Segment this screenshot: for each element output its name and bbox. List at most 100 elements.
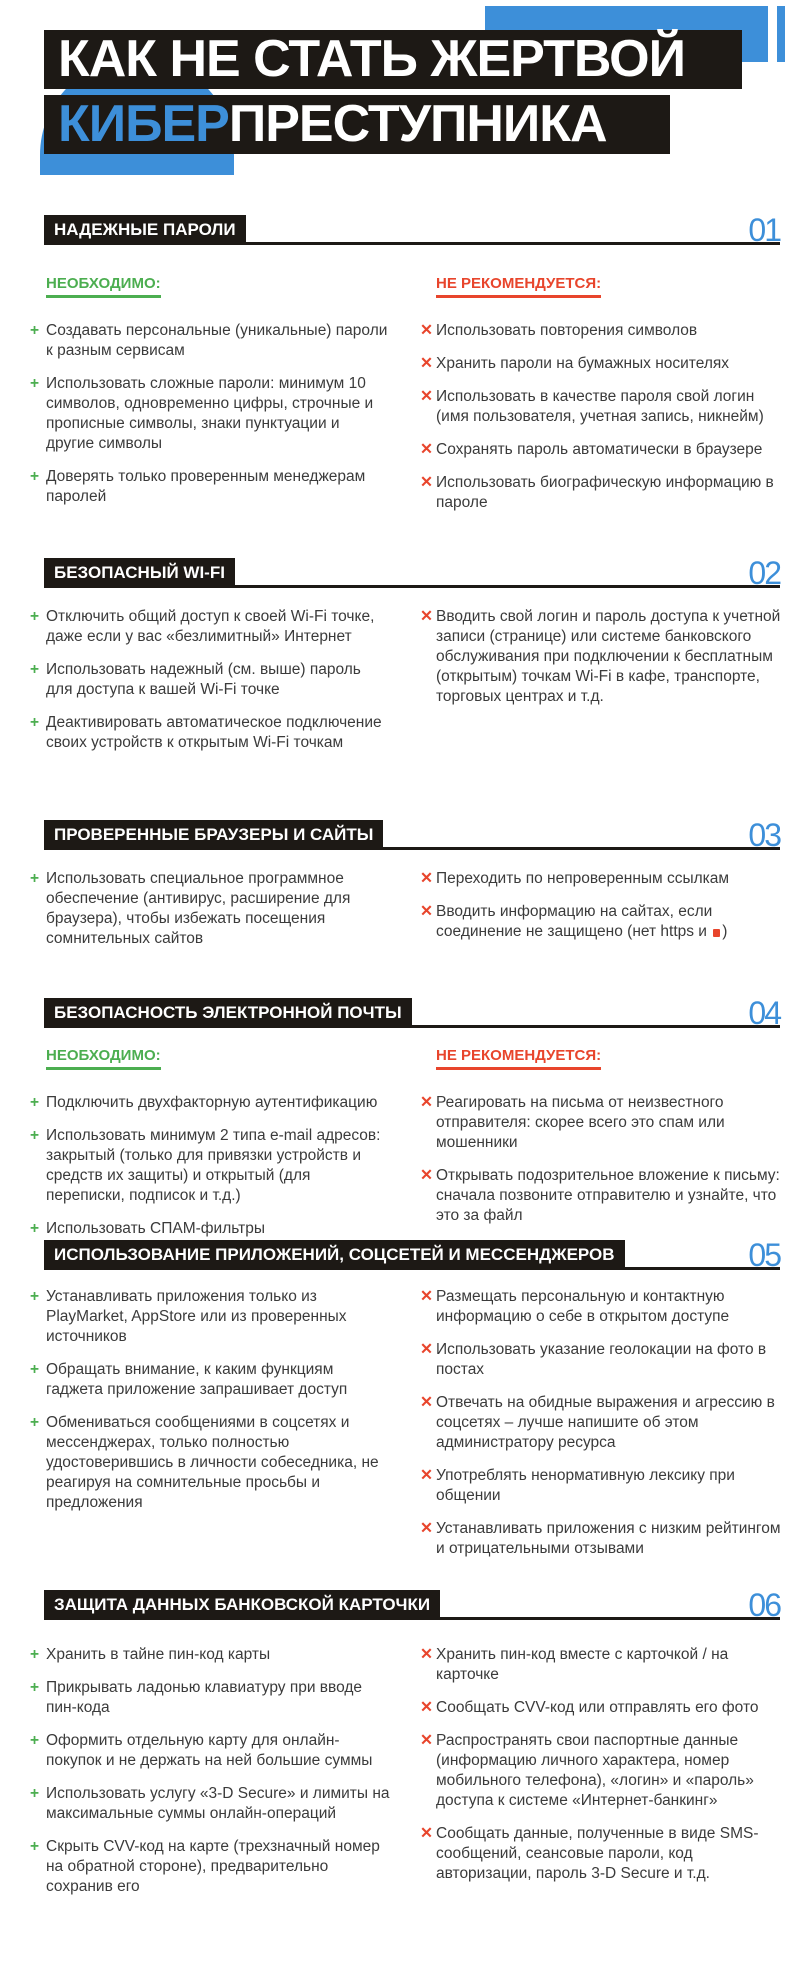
section-header: БЕЗОПАСНЫЙ WI-FI 02 [44, 555, 782, 591]
list-item: + Хранить в тайне пин-код карты [30, 1645, 390, 1665]
item-text: Вводить информацию на сайтах, если соеди… [436, 903, 713, 940]
list-item: ✕ Отвечать на обидные выражения и агресси… [420, 1393, 790, 1453]
plus-icon: + [30, 1288, 40, 1305]
item-text: Использовать указание геолокации на фото… [436, 1341, 767, 1378]
item-text: Обращать внимание, к каким функциям гадж… [46, 1361, 348, 1398]
list-item: + Устанавливать приложения только из Play… [30, 1287, 390, 1347]
section-header: ПРОВЕРЕННЫЕ БРАУЗЕРЫ И САЙТЫ 03 [44, 819, 782, 851]
section-number: 04 [748, 995, 782, 1031]
title-text: КАК НЕ СТАТЬ ЖЕРТВОЙ [58, 30, 686, 88]
cross-icon: ✕ [420, 1732, 433, 1749]
item-text: Оформить отдельную карту для онлайн-поку… [46, 1732, 373, 1769]
item-text: Использовать повторения символов [436, 322, 698, 339]
list-item: + Прикрывать ладонью клавиатуру при вводе… [30, 1678, 390, 1718]
plus-icon: + [30, 322, 40, 339]
list-item: + Деактивировать автоматическое подключен… [30, 713, 390, 753]
cross-icon: ✕ [420, 1825, 433, 1842]
dont-list: НЕ РЕКОМЕНДУЕТСЯ: ✕ Использовать повторени… [420, 275, 790, 526]
item-text: Деактивировать автоматическое подключени… [46, 714, 382, 751]
cross-icon: ✕ [420, 903, 433, 920]
list-item: + Обращать внимание, к каким функциям гад… [30, 1360, 390, 1400]
title-text: ПРЕСТУПНИКА [228, 95, 608, 153]
plus-icon: + [30, 1361, 40, 1378]
cross-icon: ✕ [420, 870, 433, 887]
section-03: ПРОВЕРЕННЫЕ БРАУЗЕРЫ И САЙТЫ 03 + Использов… [0, 819, 800, 947]
do-list: НЕОБХОДИМО: + Создавать персональные (уник… [30, 275, 390, 520]
list-item: + Использовать специальное программное об… [30, 869, 390, 949]
do-heading: НЕОБХОДИМО: [46, 275, 161, 298]
cross-icon: ✕ [420, 608, 433, 625]
item-text: Сохранять пароль автоматически в браузер… [436, 441, 763, 458]
item-text: Устанавливать приложения только из PlayM… [46, 1288, 347, 1345]
item-text: Создавать персональные (уникальные) паро… [46, 322, 388, 359]
item-text: Прикрывать ладонью клавиатуру при вводе … [46, 1679, 363, 1716]
item-text: Распространять свои паспортные данные (и… [436, 1732, 754, 1809]
cross-icon: ✕ [420, 474, 433, 491]
plus-icon: + [30, 870, 40, 887]
item-text: Отвечать на обидные выражения и агрессию… [436, 1394, 775, 1451]
plus-icon: + [30, 375, 40, 392]
do-list: + Устанавливать приложения только из Play… [30, 1287, 390, 1526]
item-text: Использовать надежный (см. выше) пароль … [46, 661, 361, 698]
list-item: + Обмениваться сообщениями в соцсетях и м… [30, 1413, 390, 1513]
list-item: + Использовать услугу «3-D Secure» и лими… [30, 1784, 390, 1824]
item-text: Размещать персональную и контактную инфо… [436, 1288, 730, 1325]
item-text: Переходить по непроверенным ссылкам [436, 870, 730, 887]
item-text: Использовать биографическую информацию в… [436, 474, 774, 511]
item-text: Использовать сложные пароли: минимум 10 … [46, 375, 374, 452]
section-header: НАДЕЖНЫЕ ПАРОЛИ 01 [44, 214, 782, 246]
page-title-line-2: КИБЕРПРЕСТУПНИКА [44, 95, 670, 154]
plus-icon: + [30, 1220, 40, 1237]
cross-icon: ✕ [420, 1646, 433, 1663]
plus-icon: + [30, 1414, 40, 1431]
section-title: БЕЗОПАСНЫЙ WI-FI [44, 558, 235, 588]
section-title: ИСПОЛЬЗОВАНИЕ ПРИЛОЖЕНИЙ, СОЦСЕТЕЙ И МЕС… [44, 1240, 625, 1270]
plus-icon: + [30, 1732, 40, 1749]
cross-icon: ✕ [420, 355, 433, 372]
plus-icon: + [30, 608, 40, 625]
lock-icon [713, 929, 721, 937]
list-item: + Использовать СПАМ-фильтры [30, 1219, 390, 1239]
list-item: ✕ Использовать в качестве пароля свой лог… [420, 387, 790, 427]
dont-list: ✕ Хранить пин-код вместе с карточкой / на… [420, 1645, 790, 1897]
section-number: 02 [748, 555, 782, 591]
item-text: Использовать специальное программное обе… [46, 870, 351, 947]
plus-icon: + [30, 1838, 40, 1855]
list-item: + Отключить общий доступ к своей Wi-Fi то… [30, 607, 390, 647]
dont-heading: НЕ РЕКОМЕНДУЕТСЯ: [436, 275, 602, 298]
list-item: ✕ Хранить пароли на бумажных носителях [420, 354, 790, 374]
section-header: ИСПОЛЬЗОВАНИЕ ПРИЛОЖЕНИЙ, СОЦСЕТЕЙ И МЕС… [44, 1239, 782, 1271]
list-item: ✕ Реагировать на письма от неизвестного о… [420, 1093, 790, 1153]
list-item: ✕ Вводить информацию на сайтах, если соед… [420, 902, 790, 942]
list-item: + Доверять только проверенным менеджерам … [30, 467, 390, 507]
section-02: БЕЗОПАСНЫЙ WI-FI 02 + Отключить общий досту… [0, 555, 800, 751]
item-text: Использовать услугу «3-D Secure» и лимит… [46, 1785, 390, 1822]
item-text: Сообщать данные, полученные в виде SMS-с… [436, 1825, 759, 1882]
list-item: + Использовать надежный (см. выше) пароль… [30, 660, 390, 700]
cross-icon: ✕ [420, 322, 433, 339]
item-text: Употреблять ненормативную лексику при об… [436, 1467, 735, 1504]
plus-icon: + [30, 1785, 40, 1802]
plus-icon: + [30, 1094, 40, 1111]
section-header: БЕЗОПАСНОСТЬ ЭЛЕКТРОННОЙ ПОЧТЫ 04 [44, 995, 782, 1031]
item-text: Подключить двухфакторную аутентификацию [46, 1094, 378, 1111]
dont-list: ✕ Переходить по непроверенным ссылкам ✕ Вво… [420, 869, 790, 955]
list-item: ✕ Сохранять пароль автоматически в браузе… [420, 440, 790, 460]
item-text: Сообщать CVV-код или отправлять его фото [436, 1699, 759, 1716]
item-text: Доверять только проверенным менеджерам п… [46, 468, 366, 505]
section-01: НАДЕЖНЫЕ ПАРОЛИ 01 НЕОБХОДИМО: + Создавать п… [0, 214, 800, 511]
do-list: НЕОБХОДИМО: + Подключить двухфакторную аут… [30, 1047, 390, 1252]
item-text: Обмениваться сообщениями в соцсетях и ме… [46, 1414, 379, 1511]
section-title: БЕЗОПАСНОСТЬ ЭЛЕКТРОННОЙ ПОЧТЫ [44, 998, 412, 1028]
cross-icon: ✕ [420, 1288, 433, 1305]
dont-list: ✕ Вводить свой логин и пароль доступа к у… [420, 607, 790, 720]
item-text: Реагировать на письма от неизвестного от… [436, 1094, 725, 1151]
section-06: ЗАЩИТА ДАННЫХ БАНКОВСКОЙ КАРТОЧКИ 06 + Хран… [0, 1589, 800, 1895]
list-item: ✕ Употреблять ненормативную лексику при о… [420, 1466, 790, 1506]
list-item: ✕ Открывать подозрительное вложение к пис… [420, 1166, 790, 1226]
list-item: ✕ Переходить по непроверенным ссылкам [420, 869, 790, 889]
section-05: ИСПОЛЬЗОВАНИЕ ПРИЛОЖЕНИЙ, СОЦСЕТЕЙ И МЕС… [0, 1239, 800, 1557]
cross-icon: ✕ [420, 1167, 433, 1184]
list-item: + Подключить двухфакторную аутентификацию [30, 1093, 390, 1113]
list-item: ✕ Сообщать данные, полученные в виде SMS-… [420, 1824, 790, 1884]
